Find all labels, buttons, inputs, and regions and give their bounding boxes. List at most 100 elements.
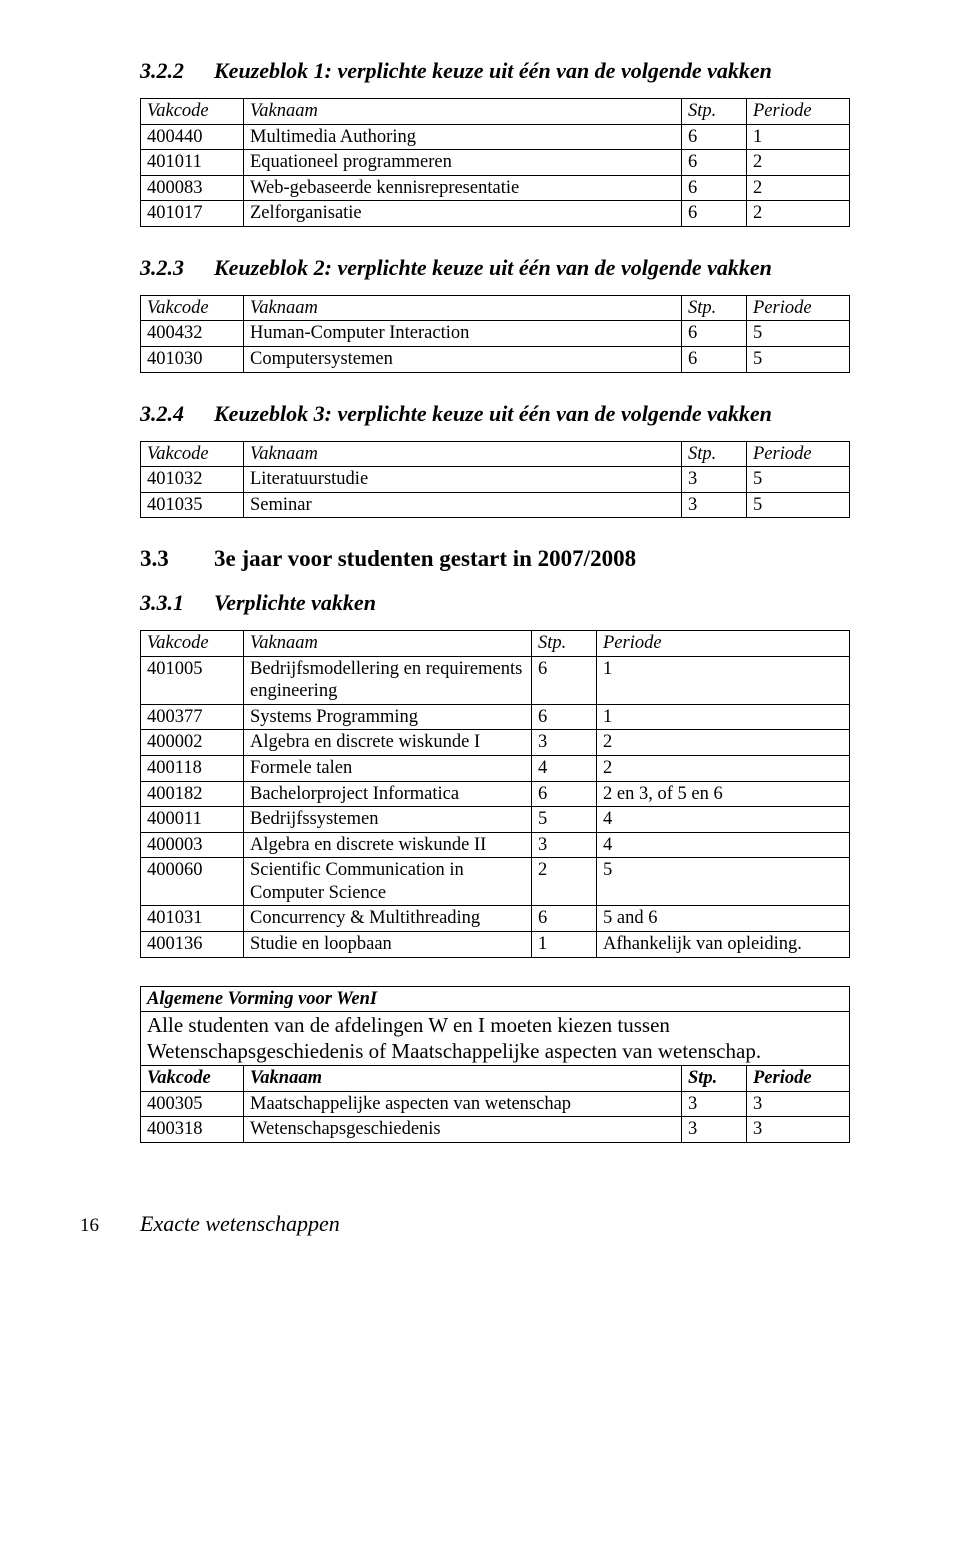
table-row: 401017 Zelforganisatie 6 2	[141, 201, 850, 227]
cell-vakcode: 400060	[141, 858, 244, 906]
cell-periode: 5	[597, 858, 850, 906]
cell-stp: 5	[532, 807, 597, 833]
cell-vakcode: 401035	[141, 492, 244, 518]
cell-vaknaam: Wetenschapsgeschiedenis	[244, 1117, 682, 1143]
heading-text: 3e jaar voor studenten gestart in 2007/2…	[214, 546, 636, 572]
cell-vakcode: 401005	[141, 656, 244, 704]
col-header: Stp.	[682, 99, 747, 125]
cell-vaknaam: Zelforganisatie	[244, 201, 682, 227]
table-row: 400318 Wetenschapsgeschiedenis 3 3	[141, 1117, 850, 1143]
heading-3-3: 3.3 3e jaar voor studenten gestart in 20…	[140, 546, 850, 572]
cell-vaknaam: Concurrency & Multithreading	[244, 906, 532, 932]
col-header: Periode	[747, 441, 850, 467]
table-weni: Algemene Vorming voor WenI Alle studente…	[140, 986, 850, 1143]
heading-text: Keuzeblok 3: verplichte keuze uit één va…	[214, 401, 772, 427]
cell-vaknaam: Bedrijfsmodellering en requirements engi…	[244, 656, 532, 704]
weni-subheader-row: Vakcode Vaknaam Stp. Periode	[141, 1066, 850, 1092]
cell-stp: 6	[532, 704, 597, 730]
cell-vaknaam: Studie en loopbaan	[244, 931, 532, 957]
table-row: 400083 Web-gebaseerde kennisrepresentati…	[141, 175, 850, 201]
heading-3-3-1: 3.3.1 Verplichte vakken	[140, 590, 850, 616]
table-header-row: Vakcode Vaknaam Stp. Periode	[141, 631, 850, 657]
cell-vakcode: 400182	[141, 781, 244, 807]
cell-periode: 5	[747, 492, 850, 518]
cell-periode: 5	[747, 346, 850, 372]
col-header: Periode	[597, 631, 850, 657]
heading-3-2-2: 3.2.2 Keuzeblok 1: verplichte keuze uit …	[140, 58, 850, 84]
cell-stp: 6	[532, 906, 597, 932]
cell-periode: 2 en 3, of 5 en 6	[597, 781, 850, 807]
col-header: Vaknaam	[244, 1066, 682, 1092]
cell-periode: 5 and 6	[597, 906, 850, 932]
heading-number: 3.3.1	[140, 590, 214, 616]
cell-stp: 6	[682, 346, 747, 372]
heading-text: Keuzeblok 2: verplichte keuze uit één va…	[214, 255, 772, 281]
heading-3-2-3: 3.2.3 Keuzeblok 2: verplichte keuze uit …	[140, 255, 850, 281]
cell-vaknaam: Algebra en discrete wiskunde II	[244, 832, 532, 858]
heading-text: Keuzeblok 1: verplichte keuze uit één va…	[214, 58, 772, 84]
cell-periode: 5	[747, 467, 850, 493]
col-header: Periode	[747, 1066, 850, 1092]
cell-vakcode: 400432	[141, 321, 244, 347]
weni-intro-row: Alle studenten van de afdelingen W en I …	[141, 1012, 850, 1066]
cell-vakcode: 400440	[141, 124, 244, 150]
cell-stp: 2	[532, 858, 597, 906]
table-row: 401035 Seminar 3 5	[141, 492, 850, 518]
page-number: 16	[80, 1215, 140, 1237]
cell-periode: 2	[747, 150, 850, 176]
table-row: 400305 Maatschappelijke aspecten van wet…	[141, 1091, 850, 1117]
table-header-row: Vakcode Vaknaam Stp. Periode	[141, 295, 850, 321]
cell-periode: 2	[597, 756, 850, 782]
cell-vakcode: 400011	[141, 807, 244, 833]
cell-stp: 6	[682, 175, 747, 201]
cell-stp: 3	[682, 467, 747, 493]
cell-vakcode: 400318	[141, 1117, 244, 1143]
heading-number: 3.2.3	[140, 255, 214, 281]
col-header: Stp.	[532, 631, 597, 657]
col-header: Vakcode	[141, 441, 244, 467]
cell-periode: 1	[747, 124, 850, 150]
table-3-2-3: Vakcode Vaknaam Stp. Periode 400432 Huma…	[140, 295, 850, 373]
table-row: 400377 Systems Programming 6 1	[141, 704, 850, 730]
table-row: 400118 Formele talen 4 2	[141, 756, 850, 782]
cell-periode: 1	[597, 704, 850, 730]
cell-vaknaam: Equationeel programmeren	[244, 150, 682, 176]
col-header: Vakcode	[141, 1066, 244, 1092]
table-row: 400011 Bedrijfssystemen 5 4	[141, 807, 850, 833]
cell-vaknaam: Algebra en discrete wiskunde I	[244, 730, 532, 756]
cell-vaknaam: Literatuurstudie	[244, 467, 682, 493]
cell-vakcode: 400118	[141, 756, 244, 782]
table-row: 401011 Equationeel programmeren 6 2	[141, 150, 850, 176]
cell-vakcode: 401032	[141, 467, 244, 493]
cell-periode: 4	[597, 832, 850, 858]
table-row: 400182 Bachelorproject Informatica 6 2 e…	[141, 781, 850, 807]
table-row: 400432 Human-Computer Interaction 6 5	[141, 321, 850, 347]
col-header: Vakcode	[141, 631, 244, 657]
cell-vaknaam: Maatschappelijke aspecten van wetenschap	[244, 1091, 682, 1117]
cell-vaknaam: Multimedia Authoring	[244, 124, 682, 150]
cell-stp: 6	[532, 781, 597, 807]
cell-stp: 6	[682, 201, 747, 227]
table-header-row: Vakcode Vaknaam Stp. Periode	[141, 441, 850, 467]
cell-vaknaam: Bedrijfssystemen	[244, 807, 532, 833]
cell-periode: 2	[597, 730, 850, 756]
cell-vakcode: 401011	[141, 150, 244, 176]
heading-number: 3.2.4	[140, 401, 214, 427]
cell-vaknaam: Human-Computer Interaction	[244, 321, 682, 347]
cell-stp: 3	[682, 1091, 747, 1117]
table-row: 400136 Studie en loopbaan 1 Afhankelijk …	[141, 931, 850, 957]
cell-vaknaam: Scientific Communication in Computer Sci…	[244, 858, 532, 906]
page-footer: 16 Exacte wetenschappen	[80, 1171, 850, 1257]
cell-stp: 3	[532, 832, 597, 858]
heading-text: Verplichte vakken	[214, 590, 376, 616]
document-page: 3.2.2 Keuzeblok 1: verplichte keuze uit …	[0, 0, 960, 1287]
table-row: 400002 Algebra en discrete wiskunde I 3 …	[141, 730, 850, 756]
cell-stp: 3	[682, 492, 747, 518]
table-row: 401031 Concurrency & Multithreading 6 5 …	[141, 906, 850, 932]
weni-title: Algemene Vorming voor WenI	[141, 986, 850, 1012]
table-row: 401005 Bedrijfsmodellering en requiremen…	[141, 656, 850, 704]
table-row: 400440 Multimedia Authoring 6 1	[141, 124, 850, 150]
table-3-2-2: Vakcode Vaknaam Stp. Periode 400440 Mult…	[140, 98, 850, 227]
heading-3-2-4: 3.2.4 Keuzeblok 3: verplichte keuze uit …	[140, 401, 850, 427]
cell-vakcode: 400002	[141, 730, 244, 756]
